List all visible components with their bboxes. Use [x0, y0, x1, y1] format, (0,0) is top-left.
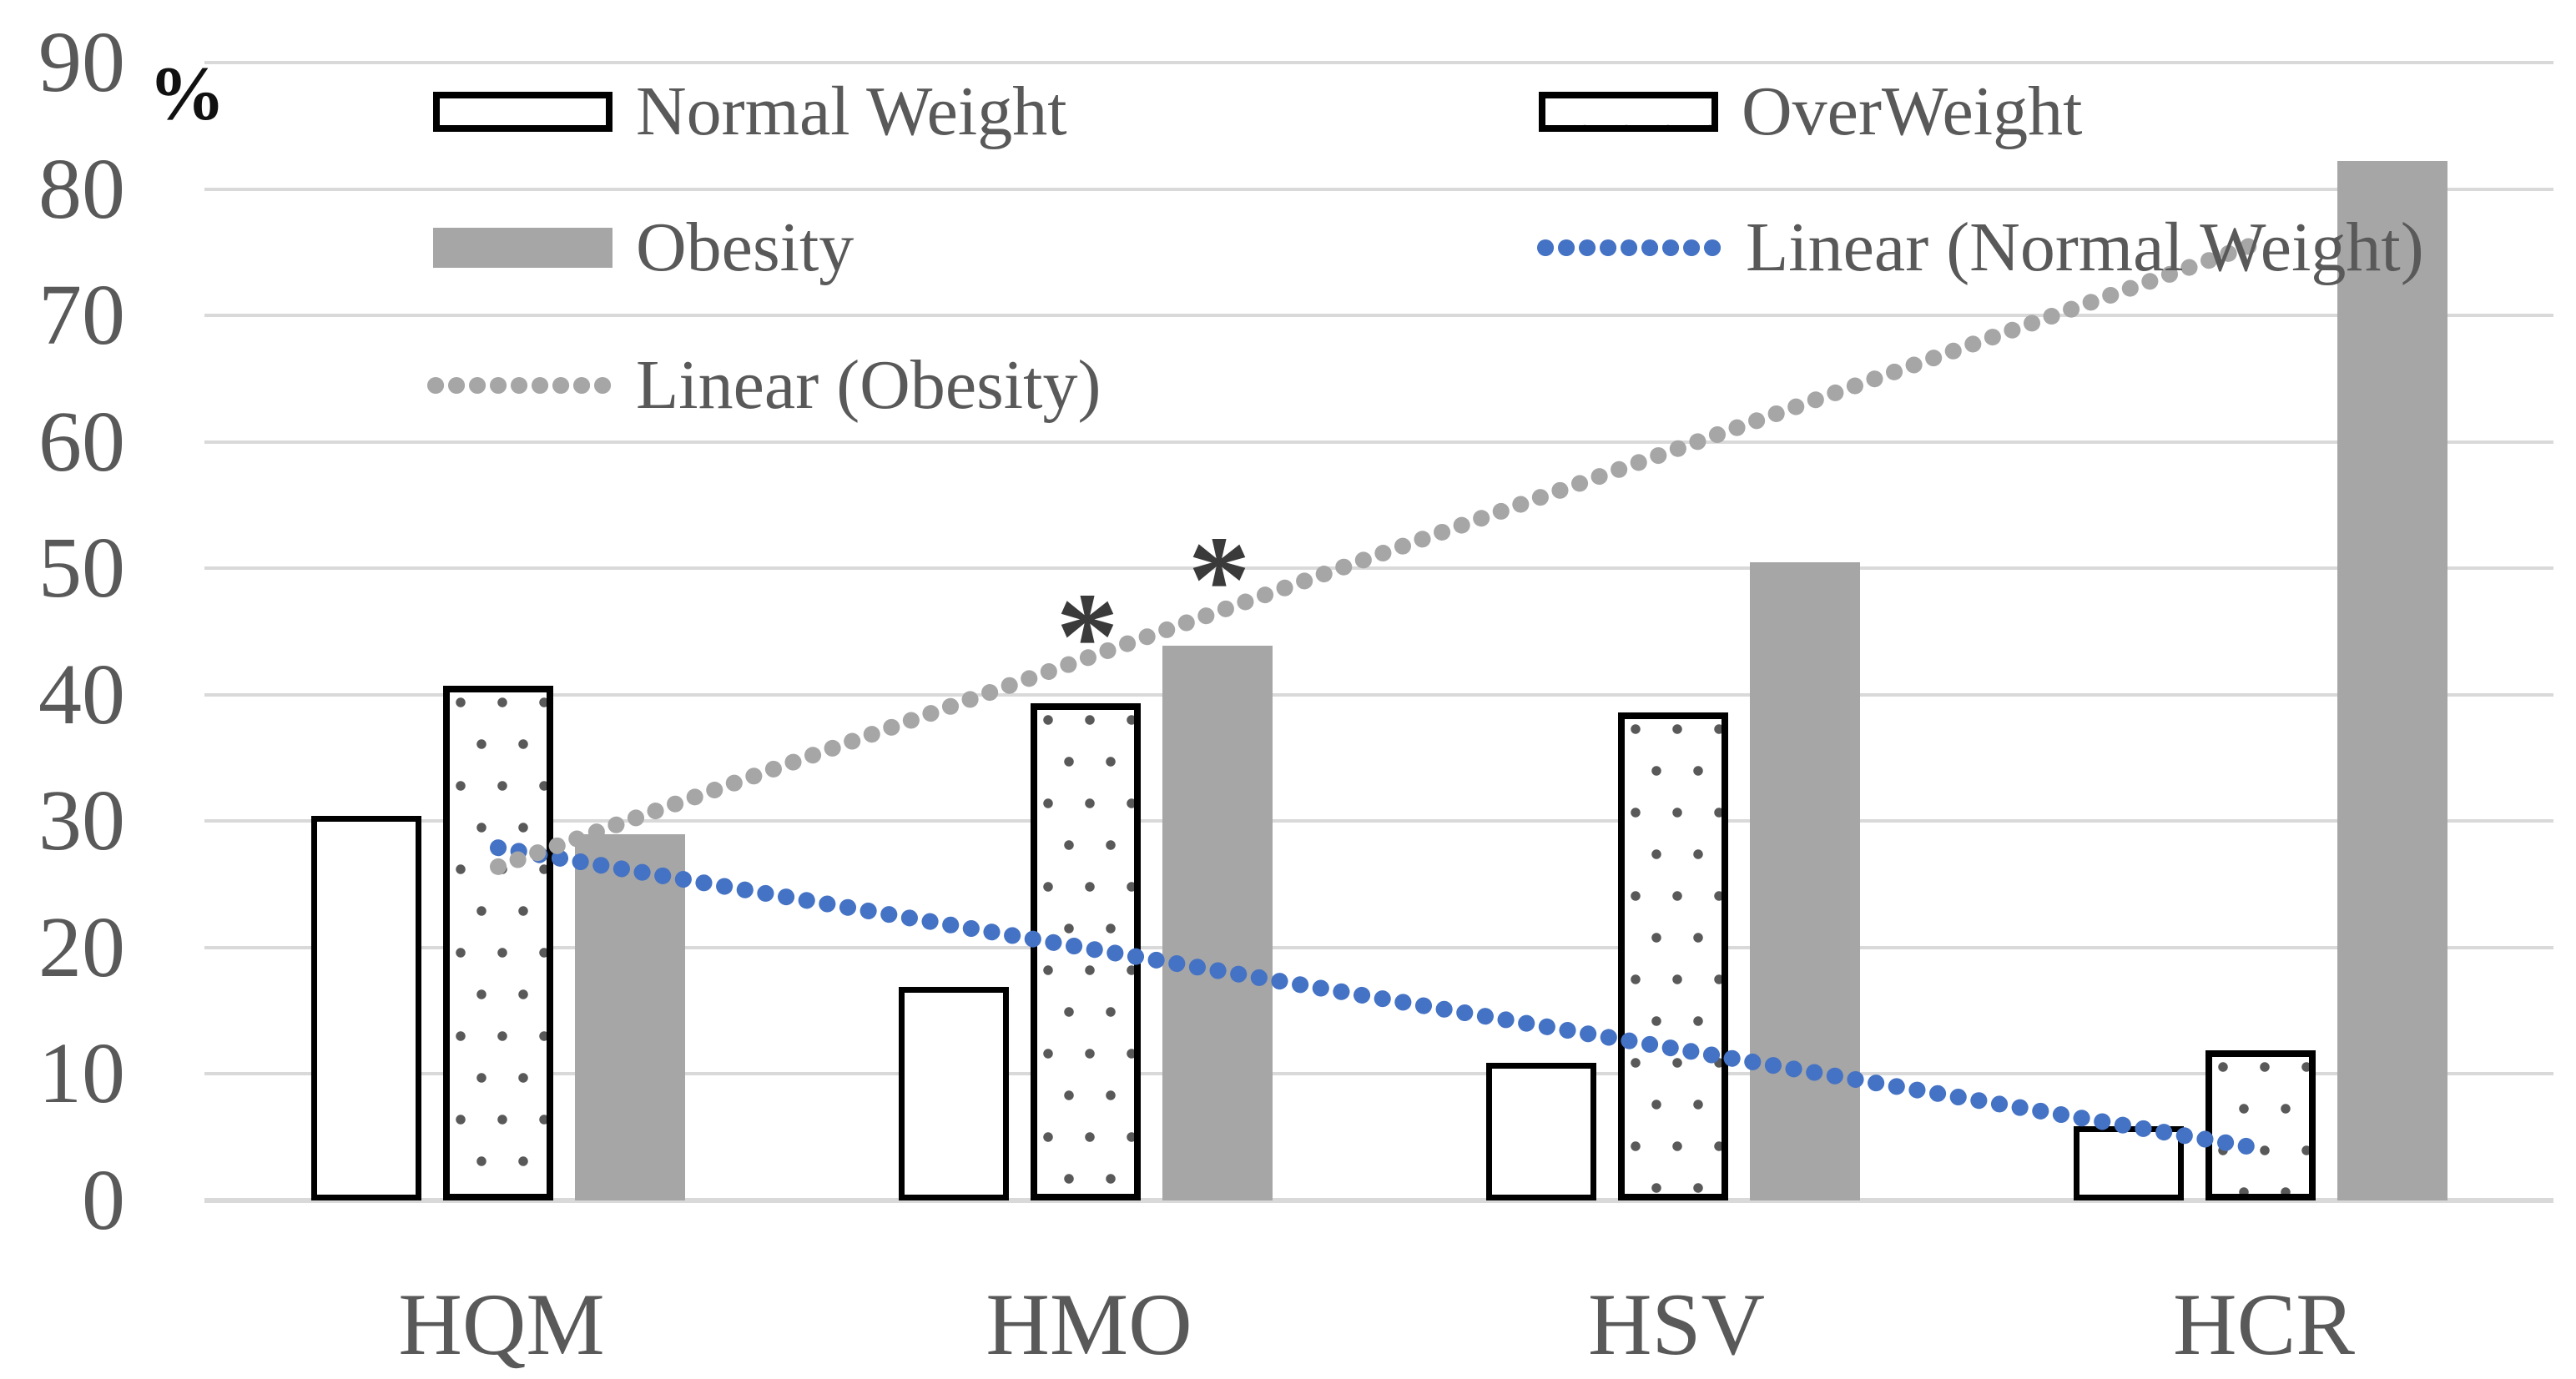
- gridline-80: [204, 187, 2553, 191]
- significance-asterisk-hmo-obesity: *: [1187, 511, 1251, 650]
- legend-label: Obesity: [636, 209, 854, 286]
- gridline-20: [204, 945, 2553, 949]
- obesity-swatch-icon: [433, 228, 612, 268]
- bar-hsv-overweight: [1618, 712, 1728, 1200]
- legend-item-overweight: OverWeight: [1539, 77, 2082, 147]
- y-tick-label-50: 50: [38, 520, 125, 617]
- legend-item-linear-obesity: Linear (Obesity): [426, 350, 1101, 420]
- y-tick-label-10: 10: [38, 1025, 125, 1122]
- y-tick-label-80: 80: [38, 140, 125, 237]
- gridline-10: [204, 1072, 2553, 1076]
- x-category-label-hsv: HSV: [1587, 1276, 1766, 1373]
- bar-hmo-obesity: [1162, 646, 1273, 1200]
- bar-hcr-overweight: [2205, 1050, 2316, 1200]
- legend-label: Normal Weight: [636, 73, 1067, 150]
- y-tick-label-90: 90: [38, 14, 125, 111]
- gridline-40: [204, 692, 2553, 697]
- legend-label: OverWeight: [1742, 73, 2083, 150]
- y-tick-label-60: 60: [38, 393, 125, 490]
- bar-hqm-overweight: [443, 686, 553, 1200]
- y-tick-label-20: 20: [38, 898, 125, 995]
- legend-label: Linear (Obesity): [636, 346, 1101, 424]
- gray-dotted-line-icon: [427, 377, 612, 394]
- x-category-label-hmo: HMO: [986, 1276, 1192, 1373]
- gridline-60: [204, 440, 2553, 444]
- legend-item-normal-weight: Normal Weight: [433, 77, 1067, 147]
- bar-hqm-normal-weight: [311, 816, 421, 1200]
- x-category-label-hcr: HCR: [2173, 1276, 2355, 1373]
- overweight-swatch-icon: [1539, 92, 1718, 132]
- gridline-90: [204, 61, 2553, 65]
- bar-hqm-obesity: [575, 834, 685, 1200]
- gridline-70: [204, 314, 2553, 318]
- bar-hsv-normal-weight: [1486, 1063, 1596, 1200]
- gridline-30: [204, 819, 2553, 823]
- legend-item-obesity: Obesity: [433, 213, 854, 283]
- trendline-linear-obesity: [490, 234, 2269, 875]
- blue-dotted-line-icon: [1537, 239, 1722, 256]
- bar-hsv-obesity: [1750, 562, 1860, 1200]
- y-tick-label-40: 40: [38, 646, 125, 742]
- bar-hcr-obesity: [2337, 161, 2447, 1200]
- y-tick-label-30: 30: [38, 773, 125, 869]
- legend-item-linear-normal-weight: Linear (Normal Weight): [1535, 213, 2424, 283]
- significance-asterisk-hmo-overweight: *: [1056, 567, 1119, 707]
- bar-hmo-overweight: [1031, 703, 1141, 1200]
- bar-hmo-normal-weight: [899, 987, 1009, 1200]
- y-tick-label-0: 0: [82, 1152, 125, 1248]
- trendline-linear-normal-weight: [490, 839, 2269, 1157]
- y-tick-label-70: 70: [38, 267, 125, 364]
- legend-label: Linear (Normal Weight): [1746, 209, 2424, 286]
- x-category-label-hqm: HQM: [398, 1276, 605, 1373]
- y-axis-unit-label: %: [149, 51, 225, 136]
- gridline-50: [204, 566, 2553, 571]
- x-axis-line: [204, 1198, 2553, 1203]
- normal-weight-swatch-icon: [433, 92, 612, 132]
